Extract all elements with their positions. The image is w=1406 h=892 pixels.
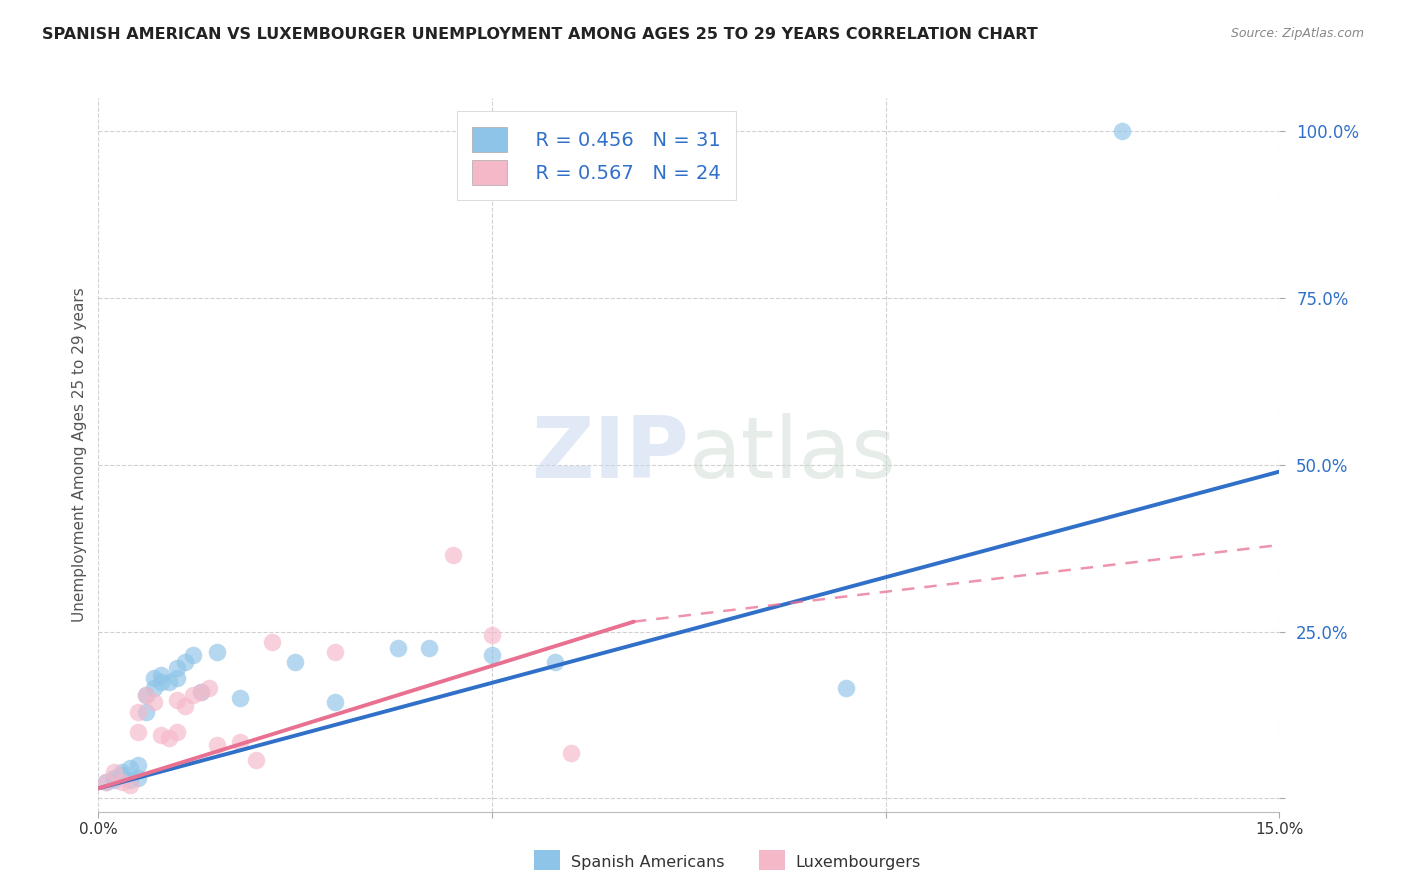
Point xyxy=(142,681,165,696)
Point xyxy=(481,648,503,662)
Point xyxy=(150,674,173,689)
Point xyxy=(229,691,252,706)
Point xyxy=(166,724,188,739)
Point xyxy=(190,684,212,698)
Point xyxy=(157,674,180,689)
Point xyxy=(142,671,165,685)
Point xyxy=(229,734,252,748)
Point xyxy=(118,761,141,775)
Point xyxy=(418,641,440,656)
Point xyxy=(111,764,134,779)
Point xyxy=(205,645,228,659)
Point xyxy=(284,655,307,669)
Point xyxy=(197,681,219,696)
Text: atlas: atlas xyxy=(689,413,897,497)
Point xyxy=(142,695,165,709)
Point xyxy=(103,772,125,786)
Text: Luxembourgers: Luxembourgers xyxy=(796,855,921,870)
Point xyxy=(150,728,173,742)
Point xyxy=(166,671,188,685)
Point xyxy=(205,738,228,752)
Text: ZIP: ZIP xyxy=(531,413,689,497)
Point xyxy=(166,692,188,706)
Point xyxy=(157,731,180,746)
Point xyxy=(544,655,567,669)
Point xyxy=(245,753,267,767)
Point xyxy=(323,645,346,659)
Point xyxy=(111,774,134,789)
Point xyxy=(835,681,858,696)
Point xyxy=(118,772,141,787)
Text: SPANISH AMERICAN VS LUXEMBOURGER UNEMPLOYMENT AMONG AGES 25 TO 29 YEARS CORRELAT: SPANISH AMERICAN VS LUXEMBOURGER UNEMPLO… xyxy=(42,27,1038,42)
Text: Spanish Americans: Spanish Americans xyxy=(571,855,724,870)
Point xyxy=(135,688,157,702)
Point xyxy=(127,724,149,739)
Point xyxy=(127,772,149,786)
Point xyxy=(387,641,409,656)
Y-axis label: Unemployment Among Ages 25 to 29 years: Unemployment Among Ages 25 to 29 years xyxy=(72,287,87,623)
Point xyxy=(260,634,283,648)
Point xyxy=(127,758,149,772)
Point xyxy=(190,684,212,698)
Point xyxy=(111,768,134,782)
Point xyxy=(174,699,197,714)
Point xyxy=(118,778,141,792)
Legend:   R = 0.456   N = 31,   R = 0.567   N = 24: R = 0.456 N = 31, R = 0.567 N = 24 xyxy=(457,112,735,201)
Point xyxy=(481,628,503,642)
Point xyxy=(441,548,464,562)
Point xyxy=(103,772,125,787)
Point xyxy=(323,695,346,709)
Point xyxy=(174,655,197,669)
Point xyxy=(181,648,204,662)
Point xyxy=(135,705,157,719)
Text: Source: ZipAtlas.com: Source: ZipAtlas.com xyxy=(1230,27,1364,40)
Point xyxy=(135,688,157,702)
Point xyxy=(560,746,582,760)
Point xyxy=(127,705,149,719)
Point xyxy=(150,668,173,682)
Point xyxy=(103,764,125,779)
Point xyxy=(166,661,188,675)
Point xyxy=(96,774,118,789)
Point xyxy=(1111,124,1133,138)
Point xyxy=(181,688,204,702)
Point xyxy=(96,774,118,789)
